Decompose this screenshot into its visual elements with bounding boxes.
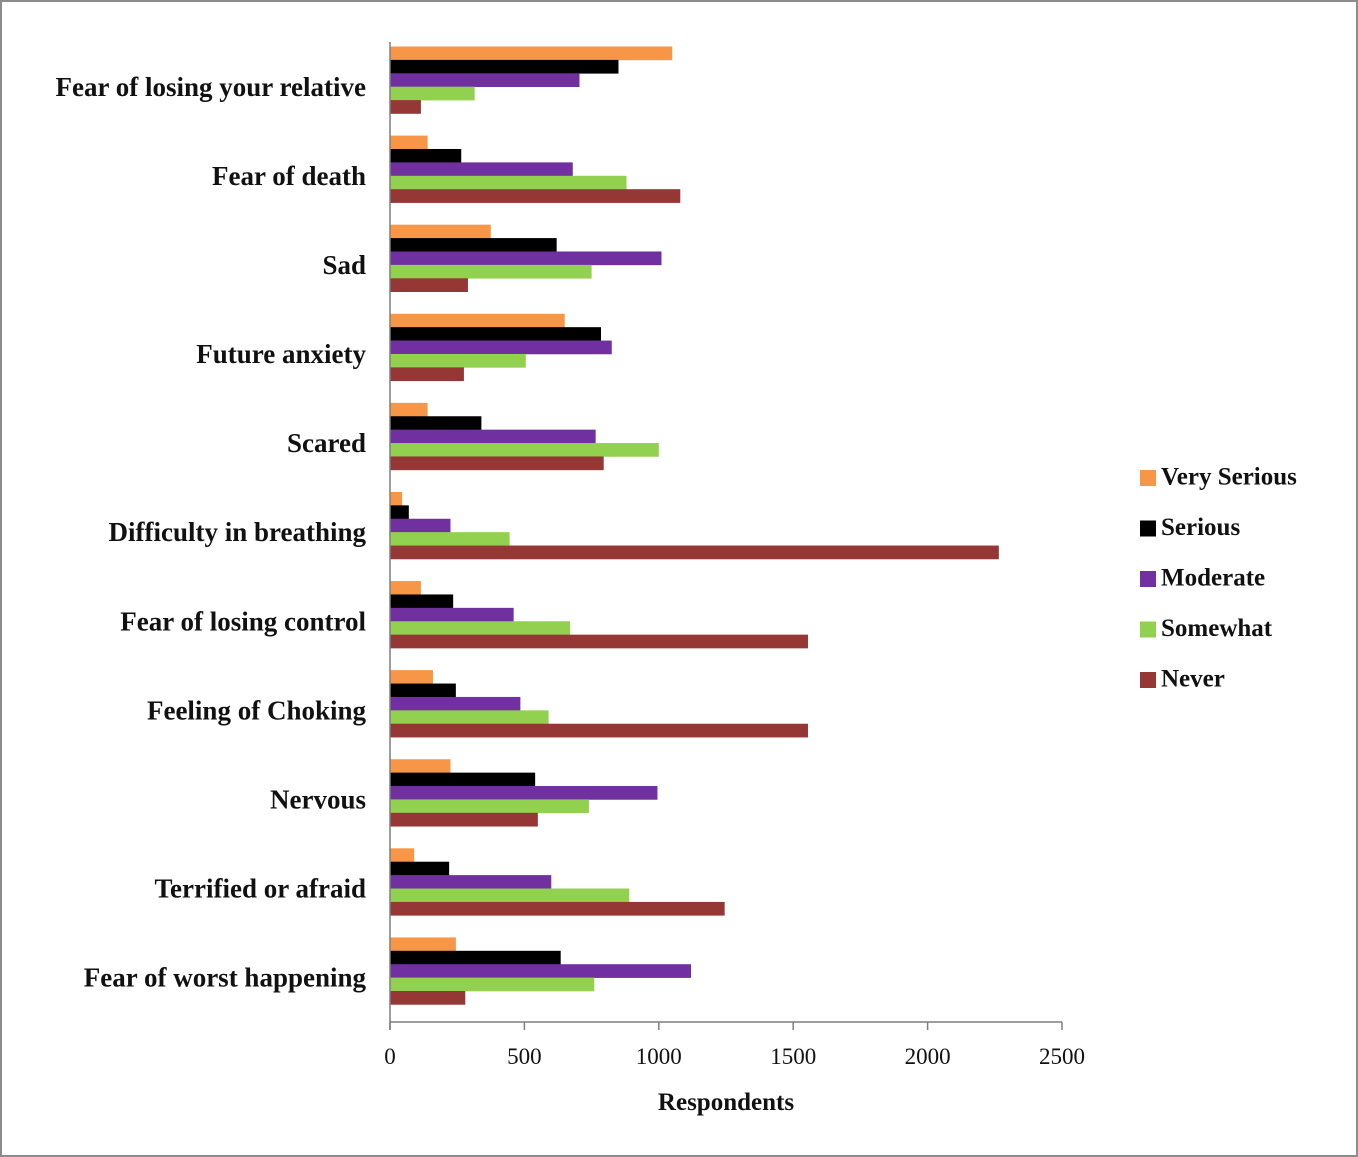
category-label: Scared <box>287 428 366 458</box>
bar-very-serious-6 <box>390 491 403 506</box>
bar-somewhat-7 <box>390 621 571 635</box>
bar-moderate-8 <box>390 696 521 711</box>
bar-moderate-2 <box>390 162 573 177</box>
bar-never-6 <box>390 545 999 560</box>
legend-swatch-serious <box>1140 520 1156 537</box>
category-label: Feeling of Choking <box>147 695 367 725</box>
category-label: Fear of losing control <box>120 606 366 636</box>
category-label: Fear of death <box>212 161 366 191</box>
legend-label: Never <box>1161 666 1225 693</box>
bar-never-7 <box>390 634 808 649</box>
bar-very-serious-5 <box>390 402 428 417</box>
bar-never-4 <box>390 367 464 382</box>
bar-serious-8 <box>390 683 456 698</box>
bar-moderate-3 <box>390 251 662 266</box>
bar-moderate-9 <box>390 786 658 800</box>
bars-group <box>390 46 999 1005</box>
x-tick-label: 500 <box>507 1044 542 1069</box>
bar-very-serious-2 <box>390 135 428 150</box>
x-tick-label: 1000 <box>636 1044 682 1069</box>
bar-somewhat-6 <box>390 532 510 546</box>
x-ticks: 0 500 1000 1500 2000 2500 <box>384 1022 1085 1069</box>
category-label: Difficulty in breathing <box>108 517 366 547</box>
legend-label: Serious <box>1161 514 1240 541</box>
bar-moderate-1 <box>390 73 580 87</box>
bar-somewhat-4 <box>390 353 526 368</box>
category-label: Nervous <box>270 784 366 814</box>
bar-never-11 <box>390 991 466 1005</box>
bar-moderate-6 <box>390 518 451 533</box>
bar-serious-10 <box>390 861 450 876</box>
x-tick-label: 2000 <box>905 1044 951 1069</box>
bar-somewhat-3 <box>390 264 592 279</box>
bar-very-serious-1 <box>390 46 673 61</box>
bar-serious-11 <box>390 950 561 965</box>
bar-moderate-7 <box>390 607 514 622</box>
bar-serious-4 <box>390 327 602 341</box>
bar-very-serious-7 <box>390 581 421 595</box>
bar-moderate-10 <box>390 875 552 889</box>
bar-serious-7 <box>390 594 454 609</box>
bar-never-1 <box>390 100 421 114</box>
category-label: Future anxiety <box>196 339 366 369</box>
bar-somewhat-2 <box>390 175 627 190</box>
bar-serious-6 <box>390 505 409 520</box>
bar-moderate-5 <box>390 429 596 444</box>
category-label: Fear of losing your relative <box>56 72 366 102</box>
x-tick-label: 1500 <box>770 1044 816 1069</box>
bar-never-3 <box>390 278 468 292</box>
bar-very-serious-4 <box>390 313 565 328</box>
bar-serious-1 <box>390 59 619 74</box>
bar-very-serious-11 <box>390 937 456 952</box>
legend-swatch-very-serious <box>1140 470 1156 486</box>
bar-serious-3 <box>390 238 557 252</box>
bar-somewhat-1 <box>390 86 475 101</box>
category-labels: Fear of losing your relative Fear of deat… <box>56 72 367 993</box>
bar-never-2 <box>390 189 681 203</box>
bar-serious-2 <box>390 148 462 163</box>
bar-very-serious-10 <box>390 848 415 863</box>
bar-somewhat-5 <box>390 443 659 457</box>
bar-somewhat-8 <box>390 710 549 725</box>
legend-swatch-moderate <box>1140 571 1156 587</box>
bar-never-10 <box>390 901 725 916</box>
bar-somewhat-11 <box>390 977 595 992</box>
bar-very-serious-8 <box>390 670 434 684</box>
bar-somewhat-10 <box>390 888 630 903</box>
x-tick-label: 0 <box>384 1044 396 1069</box>
bar-never-9 <box>390 812 538 827</box>
bar-serious-9 <box>390 772 536 787</box>
bar-never-5 <box>390 456 604 471</box>
bar-very-serious-3 <box>390 224 491 239</box>
bar-somewhat-9 <box>390 799 589 814</box>
legend-swatch-never <box>1140 672 1156 688</box>
bar-never-8 <box>390 723 808 738</box>
category-label: Sad <box>322 250 366 280</box>
category-label: Terrified or afraid <box>155 874 366 904</box>
legend-label: Very Serious <box>1161 464 1297 491</box>
legend-label: Somewhat <box>1161 615 1273 642</box>
bar-serious-5 <box>390 416 482 430</box>
category-label: Fear of worst happening <box>84 963 367 993</box>
bar-very-serious-9 <box>390 759 451 773</box>
bar-moderate-4 <box>390 340 612 355</box>
legend-label: Moderate <box>1161 565 1265 592</box>
legend: Very Serious Serious Moderate Somewhat Never <box>1140 464 1297 693</box>
bar-moderate-11 <box>390 964 692 978</box>
legend-swatch-somewhat <box>1140 621 1156 638</box>
x-tick-label: 2500 <box>1039 1044 1085 1069</box>
x-axis-title: Respondents <box>658 1089 794 1116</box>
